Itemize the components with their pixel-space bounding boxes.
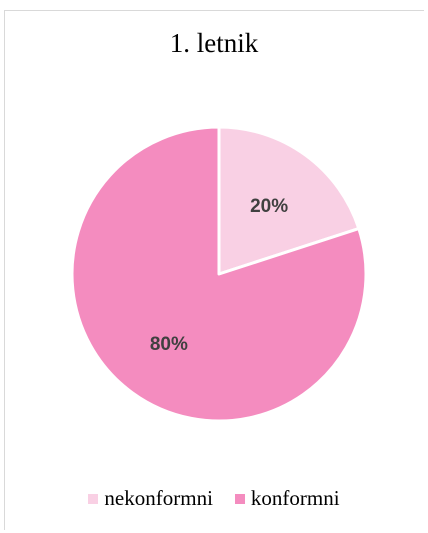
data-label-nekonformni: 20%	[250, 196, 288, 217]
data-label-konformni: 80%	[150, 334, 188, 355]
legend: nekonformni konformni	[0, 486, 428, 511]
legend-label-nekonformni: nekonformni	[104, 486, 213, 510]
pie-slice-konformni	[70, 125, 368, 423]
legend-label-konformni: konformni	[250, 486, 340, 510]
pie-slice-nekonformni	[217, 125, 361, 276]
legend-item-konformni: konformni	[234, 486, 340, 511]
pie-slices	[70, 125, 368, 423]
legend-swatch-nekonformni	[88, 493, 99, 504]
legend-swatch-konformni	[234, 493, 245, 504]
legend-item-nekonformni: nekonformni	[88, 486, 213, 511]
pie-slice-labels: 20% 80%	[150, 196, 288, 355]
chart-title: 1. letnik	[169, 28, 259, 58]
